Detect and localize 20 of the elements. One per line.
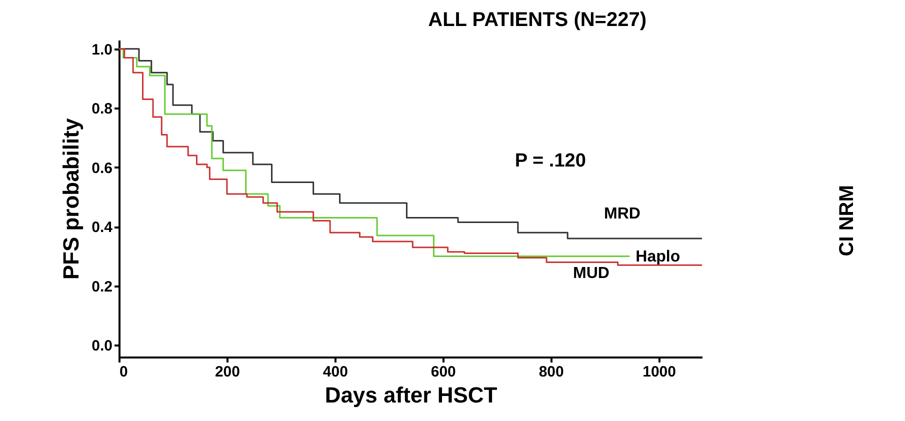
y-tick-label: 0.4 [92, 219, 114, 236]
y-axis-title: PFS probability [58, 118, 84, 280]
y-tick-label: 1.0 [92, 41, 112, 58]
y-tick-label: 0.6 [92, 160, 112, 177]
series-label: Haplo [636, 248, 680, 266]
y-tick-label: 0.2 [92, 278, 112, 296]
series-label: MUD [573, 265, 610, 282]
series-label: MRD [604, 205, 640, 222]
y-tick-label: 0.0 [92, 338, 112, 355]
x-tick-label: 200 [214, 364, 240, 380]
chart-title: ALL PATIENTS (N=227) [428, 9, 647, 31]
y-tick-label: 0.8 [92, 100, 112, 118]
x-tick-label: 0 [120, 364, 128, 380]
text: CI NRM [836, 185, 858, 256]
x-tick-label: 600 [430, 364, 456, 380]
x-axis-title: Days after HSCT [324, 382, 498, 408]
x-tick-label: 1000 [642, 364, 676, 380]
x-tick-label: 400 [322, 364, 348, 380]
x-tick-label: 800 [538, 364, 564, 380]
annotation: P = .120 [514, 150, 586, 172]
